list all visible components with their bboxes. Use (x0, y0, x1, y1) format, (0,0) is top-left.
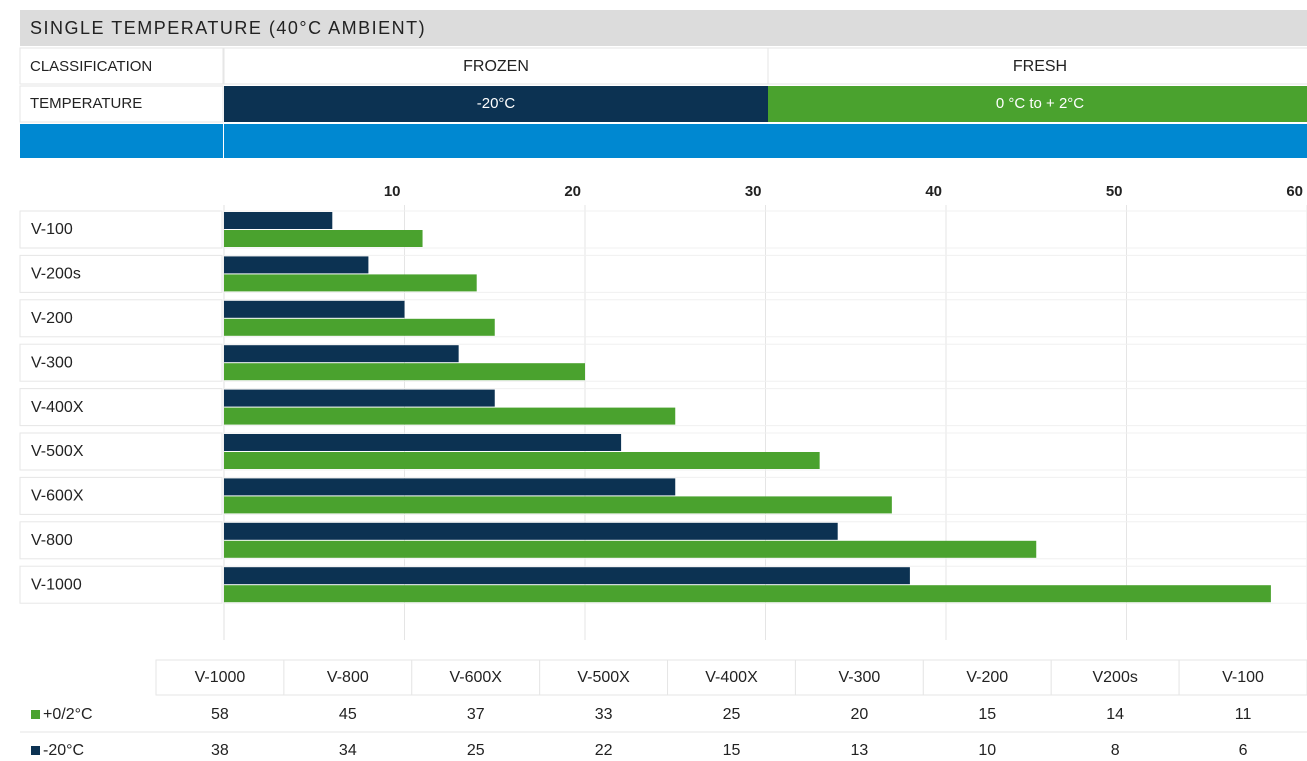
bar (224, 212, 333, 229)
blue-bar (20, 124, 1307, 158)
table-value: 34 (339, 742, 357, 759)
table-value: 20 (850, 706, 868, 723)
table-value: 33 (595, 706, 613, 723)
temperature: -20°C (477, 95, 516, 112)
legend-label: +0/2°C (43, 706, 93, 723)
table-header: V-400X (705, 669, 758, 686)
table-value: 22 (595, 742, 613, 759)
row-label: CLASSIFICATION (30, 58, 152, 75)
bar (224, 407, 676, 425)
category-label: V-500X (31, 443, 84, 460)
table-cell (539, 659, 669, 696)
table-header: V-100 (1222, 669, 1264, 686)
bar (224, 274, 477, 292)
table-value: 11 (1235, 706, 1252, 723)
label-cell (19, 388, 223, 427)
bar (224, 300, 405, 318)
table-cell (283, 659, 413, 696)
bar (224, 478, 676, 496)
table-value: 25 (723, 706, 741, 723)
table-value: 15 (723, 742, 741, 759)
table-cell (1178, 659, 1307, 696)
temp-fresh (768, 86, 1307, 122)
category-label: V-1000 (31, 576, 82, 593)
label-cell (19, 299, 223, 338)
row-label: TEMPERATURE (30, 95, 142, 112)
table-value: 45 (339, 706, 357, 723)
bar (224, 496, 892, 514)
table-header: V-500X (577, 669, 630, 686)
cell (19, 47, 224, 85)
legend-swatch (31, 710, 40, 719)
bar (224, 567, 910, 585)
legend-label: -20°C (43, 742, 84, 759)
temp-frozen (224, 86, 768, 122)
table-cell (1050, 659, 1180, 696)
label-cell (19, 521, 223, 560)
cell (19, 85, 224, 123)
table-header: V-1000 (195, 669, 246, 686)
x-tick-label: 60 (1286, 183, 1303, 200)
header-title: SINGLE TEMPERATURE (40°C AMBIENT) (30, 18, 426, 38)
table-value: 15 (978, 706, 996, 723)
temperature: 0 °C to + 2°C (996, 95, 1084, 112)
header-bar (20, 10, 1307, 46)
table-value: 25 (467, 742, 485, 759)
x-tick-label: 30 (745, 183, 762, 200)
label-cell (19, 565, 223, 604)
table-value: 8 (1111, 742, 1120, 759)
table-value: 10 (978, 742, 996, 759)
category-label: V-100 (31, 221, 73, 238)
table-value: 37 (467, 706, 485, 723)
x-tick-label: 20 (564, 183, 581, 200)
bar (224, 434, 622, 451)
table-header: V-600X (449, 669, 502, 686)
label-cell (19, 476, 223, 515)
table-cell (794, 659, 924, 696)
bar (224, 256, 369, 274)
table-header: V-800 (327, 669, 369, 686)
label-cell (19, 343, 223, 382)
cell (767, 47, 1307, 85)
category-label: V-600X (31, 488, 84, 505)
table-header: V-200 (966, 669, 1008, 686)
legend-swatch (31, 746, 40, 755)
bar (224, 363, 585, 381)
classification: FROZEN (463, 58, 529, 75)
label-cell (19, 432, 223, 471)
category-label: V-200 (31, 310, 73, 327)
table-value: 58 (211, 706, 229, 723)
x-tick-label: 40 (925, 183, 942, 200)
category-label: V-400X (31, 399, 84, 416)
category-label: V-800 (31, 532, 73, 549)
label-cell (19, 210, 223, 249)
bar (224, 318, 495, 336)
bar (224, 230, 423, 247)
table-value: 13 (850, 742, 868, 759)
table-value: 14 (1106, 706, 1124, 723)
cell (223, 47, 769, 85)
table-value: 38 (211, 742, 229, 759)
bar (224, 585, 1271, 603)
table-header: V-300 (838, 669, 880, 686)
x-tick-label: 50 (1106, 183, 1123, 200)
label-cell (19, 254, 223, 293)
table-cell (411, 659, 541, 696)
category-label: V-300 (31, 354, 73, 371)
classification: FRESH (1013, 58, 1067, 75)
category-label: V-200s (31, 266, 81, 283)
table-header: V200s (1092, 669, 1137, 686)
bar (224, 389, 495, 407)
bar (224, 540, 1037, 558)
table-value: 6 (1239, 742, 1248, 759)
bar (224, 522, 838, 540)
bar (224, 345, 459, 363)
bar (224, 452, 820, 469)
x-tick-label: 10 (384, 183, 401, 200)
